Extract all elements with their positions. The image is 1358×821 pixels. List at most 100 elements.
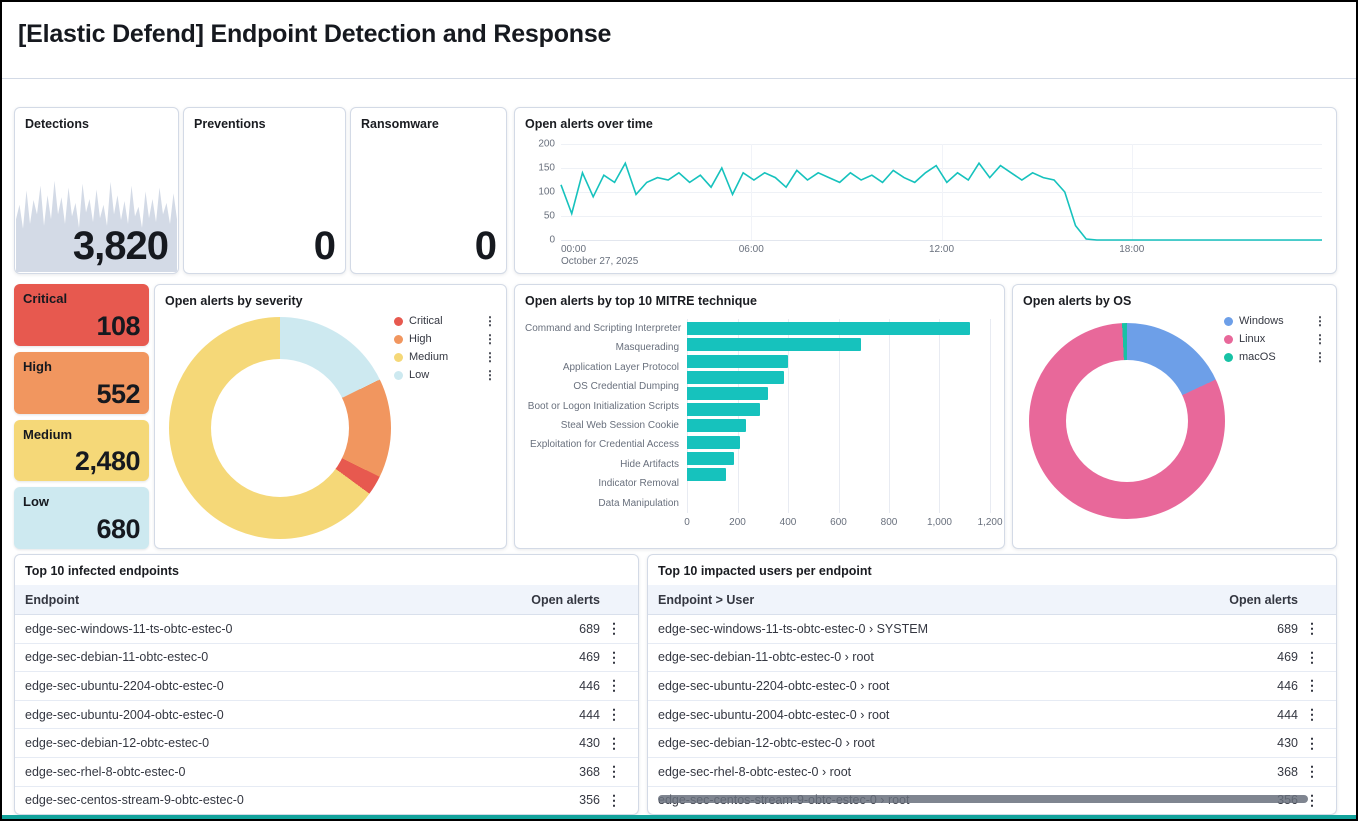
panel-alerts-by-os: Open alerts by OS Windows ⋮ Linux ⋮ macO… bbox=[1012, 284, 1337, 549]
endpoint-user-cell: edge-sec-debian-12-obtc-estec-0 › root bbox=[658, 736, 875, 751]
gridline bbox=[889, 319, 890, 513]
legend-item-windows[interactable]: Windows ⋮ bbox=[1224, 315, 1328, 327]
panel-detections: Detections 3,820 bbox=[14, 107, 179, 274]
row-menu-button[interactable]: ⋮ bbox=[1298, 764, 1326, 778]
gridline bbox=[751, 144, 753, 240]
legend-item-linux[interactable]: Linux ⋮ bbox=[1224, 333, 1328, 345]
endpoint-user-cell: edge-sec-ubuntu-2004-obtc-estec-0 › root bbox=[658, 707, 890, 722]
panel-title: Open alerts by severity bbox=[165, 294, 303, 308]
row-menu-button[interactable]: ⋮ bbox=[600, 707, 628, 721]
panel-title: Top 10 impacted users per endpoint bbox=[658, 564, 872, 578]
table-row: edge-sec-rhel-8-obtc-estec-0 › root 368 … bbox=[648, 758, 1336, 787]
alerts-cell: 444 bbox=[579, 707, 600, 722]
bar[interactable] bbox=[687, 386, 768, 400]
panel-title: Preventions bbox=[194, 117, 266, 131]
alerts-cell: 689 bbox=[1277, 621, 1298, 636]
detections-sparkline-chart[interactable] bbox=[16, 176, 177, 272]
alerts-cell: 356 bbox=[579, 793, 600, 808]
legend-menu-button[interactable]: ⋮ bbox=[1314, 314, 1326, 328]
endpoint-cell: edge-sec-debian-11-obtc-estec-0 bbox=[25, 650, 209, 665]
bar[interactable] bbox=[687, 322, 970, 336]
table-row: edge-sec-ubuntu-2004-obtc-estec-0 › root… bbox=[648, 701, 1336, 730]
legend-menu-button[interactable]: ⋮ bbox=[484, 368, 496, 382]
row-menu-button[interactable]: ⋮ bbox=[600, 736, 628, 750]
bar[interactable] bbox=[687, 419, 747, 433]
alerts-cell: 469 bbox=[1277, 650, 1298, 665]
legend-item-high[interactable]: High ⋮ bbox=[394, 333, 498, 345]
row-menu-button[interactable]: ⋮ bbox=[600, 650, 628, 664]
y-tick: 200 bbox=[538, 138, 555, 150]
x-tick: 600 bbox=[830, 517, 847, 528]
y-tick: 100 bbox=[538, 186, 555, 198]
endpoint-user-cell: edge-sec-ubuntu-2204-obtc-estec-0 › root bbox=[658, 678, 890, 693]
panel-title: Open alerts by OS bbox=[1023, 294, 1132, 308]
tile-label: Medium bbox=[23, 426, 73, 442]
endpoint-user-cell: edge-sec-windows-11-ts-obtc-estec-0 › SY… bbox=[658, 621, 928, 636]
tile-high[interactable]: High 552 bbox=[14, 351, 149, 414]
infected-endpoints-table: Endpoint Open alerts edge-sec-windows-11… bbox=[15, 585, 638, 814]
panel-title: Ransomware bbox=[361, 117, 439, 131]
alerts-cell: 368 bbox=[579, 764, 600, 779]
legend-menu-button[interactable]: ⋮ bbox=[484, 314, 496, 328]
legend-menu-button[interactable]: ⋮ bbox=[1314, 350, 1326, 364]
x-tick: 800 bbox=[880, 517, 898, 528]
legend-item-medium[interactable]: Medium ⋮ bbox=[394, 351, 498, 363]
alerts-cell: 368 bbox=[1277, 764, 1298, 779]
bar[interactable] bbox=[687, 435, 741, 449]
bar[interactable] bbox=[687, 338, 862, 352]
legend-menu-button[interactable]: ⋮ bbox=[484, 350, 496, 364]
row-menu-button[interactable]: ⋮ bbox=[1298, 678, 1326, 692]
os-donut-chart[interactable] bbox=[1029, 323, 1225, 519]
panel-title: Detections bbox=[25, 117, 89, 131]
panel-top-impacted-users: Top 10 impacted users per endpoint Endpo… bbox=[647, 554, 1337, 815]
severity-tiles: Critical 108 High 552 Medium 2,480 Low 6… bbox=[14, 284, 149, 549]
bar[interactable] bbox=[687, 451, 734, 465]
x-tick: 400 bbox=[779, 517, 797, 528]
gridline bbox=[939, 319, 941, 513]
horizontal-scrollbar[interactable] bbox=[658, 795, 1308, 803]
row-menu-button[interactable]: ⋮ bbox=[1298, 707, 1326, 721]
legend-item-critical[interactable]: Critical ⋮ bbox=[394, 315, 498, 327]
legend-dot bbox=[394, 370, 403, 380]
alerts-cell: 446 bbox=[1277, 678, 1298, 693]
legend-menu-button[interactable]: ⋮ bbox=[1314, 332, 1326, 346]
row-menu-button[interactable]: ⋮ bbox=[1298, 736, 1326, 750]
tile-low[interactable]: Low 680 bbox=[14, 487, 149, 549]
row-menu-button[interactable]: ⋮ bbox=[1298, 793, 1326, 807]
bar[interactable] bbox=[687, 354, 788, 368]
row-menu-button[interactable]: ⋮ bbox=[600, 764, 628, 778]
tile-critical[interactable]: Critical 108 bbox=[14, 284, 149, 346]
endpoint-user-cell: edge-sec-debian-11-obtc-estec-0 › root bbox=[658, 650, 874, 665]
row-menu-button[interactable]: ⋮ bbox=[600, 793, 628, 807]
row-menu-button[interactable]: ⋮ bbox=[600, 678, 628, 692]
alerts-over-time-chart[interactable]: 200 150 100 50 0 00:00 October 27, 2025 … bbox=[538, 139, 1322, 267]
row-menu-button[interactable]: ⋮ bbox=[1298, 621, 1326, 635]
severity-donut-chart[interactable] bbox=[169, 317, 391, 539]
gridline bbox=[787, 319, 789, 513]
panel-title: Top 10 infected endpoints bbox=[25, 564, 179, 578]
preventions-value: 0 bbox=[313, 224, 336, 268]
row-menu-button[interactable]: ⋮ bbox=[1298, 650, 1326, 664]
legend-item-low[interactable]: Low ⋮ bbox=[394, 369, 498, 381]
line-chart-svg bbox=[561, 144, 1322, 240]
bar[interactable] bbox=[687, 370, 785, 384]
x-tick-date: October 27, 2025 bbox=[561, 256, 639, 267]
bar[interactable] bbox=[687, 403, 761, 417]
column-header-open-alerts: Open alerts bbox=[531, 592, 600, 607]
legend-dot bbox=[394, 334, 403, 344]
x-tick: 0 bbox=[684, 517, 690, 528]
bar[interactable] bbox=[687, 467, 727, 481]
endpoint-cell: edge-sec-ubuntu-2004-obtc-estec-0 bbox=[25, 707, 224, 722]
x-axis-ticks: 0 200 400 600 800 1,000 1,200 bbox=[684, 517, 1002, 535]
ransomware-value: 0 bbox=[474, 224, 497, 268]
legend-item-macos[interactable]: macOS ⋮ bbox=[1224, 351, 1328, 363]
row-menu-button[interactable]: ⋮ bbox=[600, 621, 628, 635]
endpoint-user-cell: edge-sec-rhel-8-obtc-estec-0 › root bbox=[658, 764, 852, 779]
bottom-accent-bar bbox=[2, 815, 1356, 819]
legend-menu-button[interactable]: ⋮ bbox=[484, 332, 496, 346]
tile-medium[interactable]: Medium 2,480 bbox=[14, 419, 149, 482]
os-legend: Windows ⋮ Linux ⋮ macOS ⋮ bbox=[1224, 315, 1328, 363]
mitre-bar-chart[interactable]: Command and Scripting Interpreter Masque… bbox=[525, 319, 1003, 540]
tile-label: High bbox=[23, 358, 52, 374]
